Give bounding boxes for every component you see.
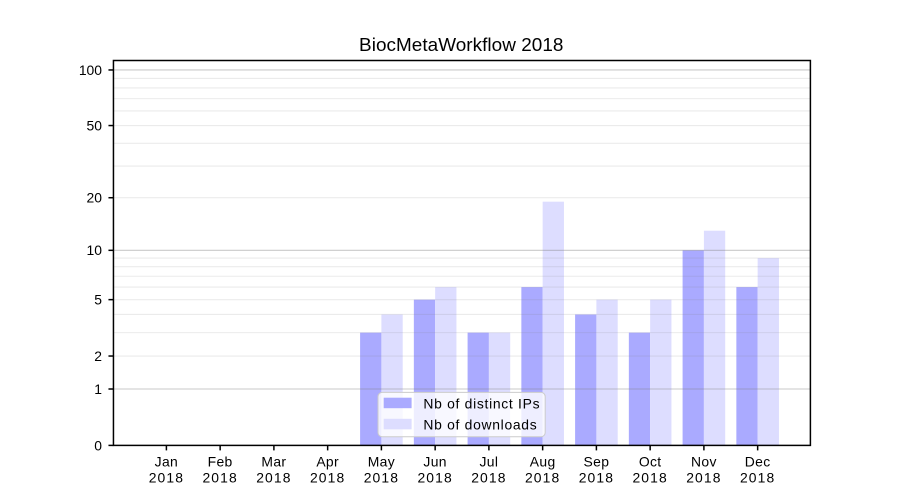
svg-text:2018: 2018 xyxy=(149,470,184,486)
svg-text:Jul: Jul xyxy=(479,453,498,469)
svg-text:2018: 2018 xyxy=(364,470,399,486)
svg-text:2018: 2018 xyxy=(632,470,667,486)
svg-text:Jun: Jun xyxy=(423,453,446,469)
svg-text:50: 50 xyxy=(87,117,103,133)
svg-text:2018: 2018 xyxy=(256,470,291,486)
svg-text:Nb of downloads: Nb of downloads xyxy=(423,416,537,432)
svg-text:2018: 2018 xyxy=(686,470,721,486)
svg-text:Oct: Oct xyxy=(639,453,662,469)
svg-text:2018: 2018 xyxy=(525,470,560,486)
svg-text:Nov: Nov xyxy=(691,453,717,469)
svg-text:Apr: Apr xyxy=(316,453,339,469)
svg-text:BiocMetaWorkflow 2018: BiocMetaWorkflow 2018 xyxy=(359,35,563,56)
svg-text:100: 100 xyxy=(79,62,102,78)
svg-text:2018: 2018 xyxy=(417,470,452,486)
svg-text:20: 20 xyxy=(87,190,103,206)
svg-text:May: May xyxy=(368,453,395,469)
svg-text:1: 1 xyxy=(94,381,102,397)
svg-text:Jan: Jan xyxy=(155,453,178,469)
svg-text:2018: 2018 xyxy=(740,470,775,486)
svg-text:2018: 2018 xyxy=(310,470,345,486)
svg-text:10: 10 xyxy=(87,242,103,258)
svg-text:Dec: Dec xyxy=(745,453,771,469)
svg-text:0: 0 xyxy=(94,437,102,453)
svg-text:2018: 2018 xyxy=(202,470,237,486)
svg-text:2018: 2018 xyxy=(579,470,614,486)
svg-text:Aug: Aug xyxy=(530,453,556,469)
svg-text:2018: 2018 xyxy=(471,470,506,486)
svg-text:Feb: Feb xyxy=(208,453,233,469)
svg-text:2: 2 xyxy=(94,348,102,364)
svg-text:5: 5 xyxy=(94,292,102,308)
svg-text:Nb of distinct IPs: Nb of distinct IPs xyxy=(423,395,540,411)
svg-text:Mar: Mar xyxy=(261,453,286,469)
svg-text:Sep: Sep xyxy=(584,453,610,469)
